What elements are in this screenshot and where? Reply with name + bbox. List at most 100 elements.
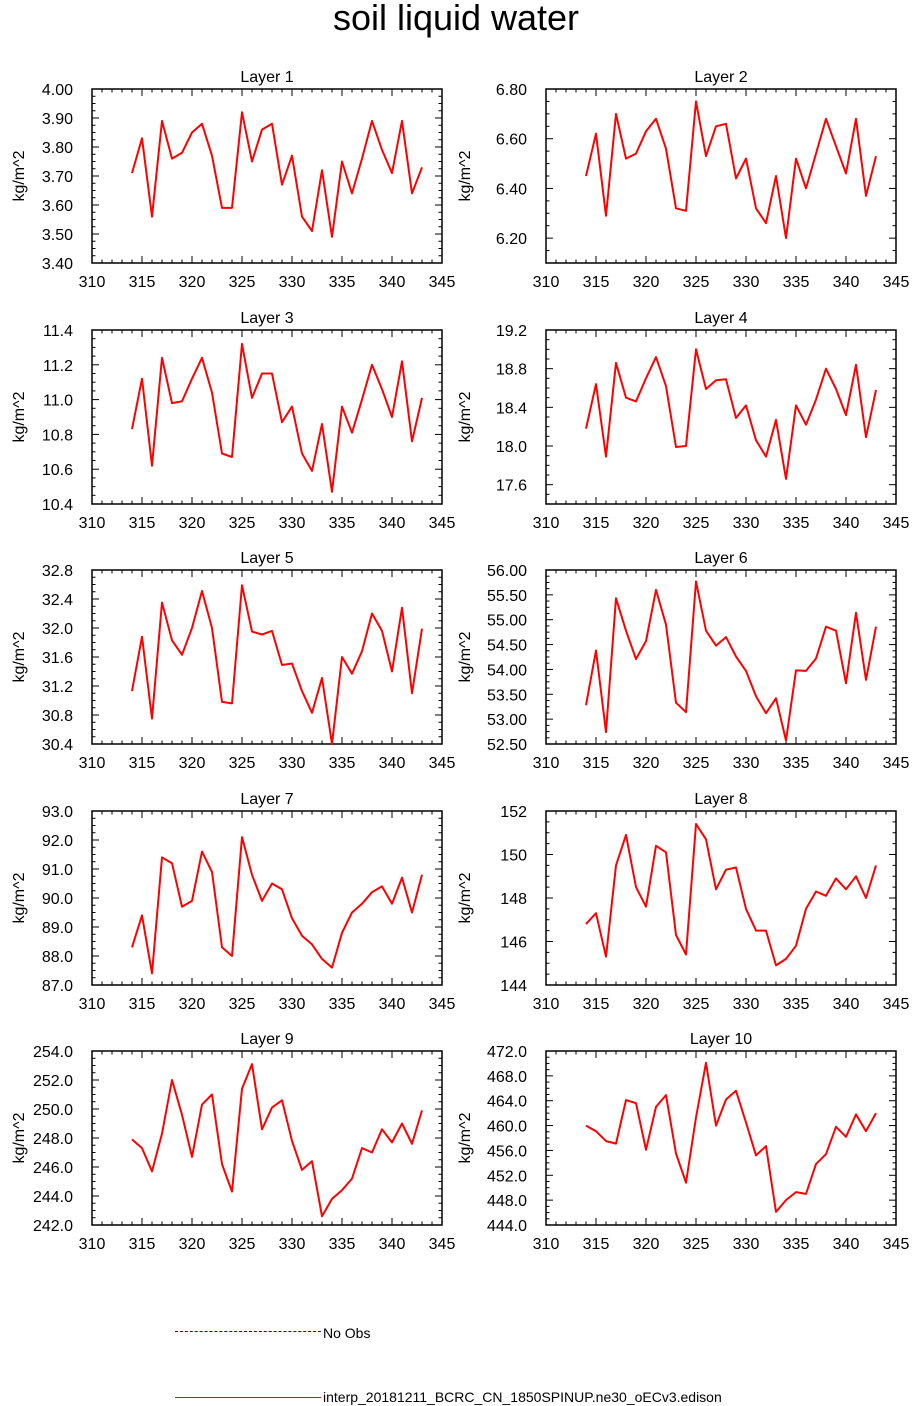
panel-9-xtick-label: 320	[179, 1236, 206, 1253]
panel-2-frame	[545, 88, 897, 264]
panel-9-xtick-label: 330	[279, 1236, 306, 1253]
panel-1-xtick-label: 340	[379, 274, 406, 291]
panel-3-xtick-label: 345	[429, 515, 456, 532]
panel-7-ytick-label: 93.0	[42, 804, 73, 821]
panel-1-ytick-label: 3.80	[42, 140, 73, 157]
panel-10-xtick-label: 335	[783, 1236, 810, 1253]
panel-6-xtick-label: 335	[783, 755, 810, 772]
legend-model-swatch	[175, 1397, 321, 1398]
legend-obs-label: No Obs	[323, 1325, 371, 1341]
panel-7-ytick-label: 89.0	[42, 920, 73, 937]
panel-5-xtick-label: 330	[279, 755, 306, 772]
panel-6-series-line	[585, 580, 877, 742]
panel-7-ytick-label: 88.0	[42, 949, 73, 966]
panel-2-ytick-label: 6.60	[496, 132, 527, 149]
panel-4-xtick-label: 315	[583, 515, 610, 532]
panel-4-ytick-label: 19.2	[496, 323, 527, 340]
panel-7-series-line	[131, 836, 423, 975]
panel-10-ytick-label: 452.0	[487, 1168, 527, 1185]
panel-5-xtick-label: 315	[129, 755, 156, 772]
panel-8-ytick-label: 152	[500, 804, 527, 821]
panel-3-xtick-label: 340	[379, 515, 406, 532]
panel-4-xtick-label: 320	[633, 515, 660, 532]
panel-3-ytick-label: 10.4	[42, 497, 73, 514]
panel-1-xtick-label: 335	[329, 274, 356, 291]
panel-7-xtick-label: 345	[429, 996, 456, 1013]
panel-8-xtick-label: 340	[833, 996, 860, 1013]
panel-7-xtick-label: 315	[129, 996, 156, 1013]
panel-10-ytick-label: 468.0	[487, 1069, 527, 1086]
panel-8-xtick-label: 335	[783, 996, 810, 1013]
panel-9-xtick-label: 325	[229, 1236, 256, 1253]
panel-8-xtick-label: 315	[583, 996, 610, 1013]
panel-2-xtick-label: 330	[733, 274, 760, 291]
panel-3-frame	[91, 329, 443, 505]
panel-3-ytick-label: 11.4	[43, 323, 73, 340]
panel-9-ytick-label: 244.0	[33, 1189, 73, 1206]
panel-7-xtick-label: 330	[279, 996, 306, 1013]
panel-2-xtick-label: 345	[883, 274, 910, 291]
panel-4: Layer 4 kg/m^2 310 315 320 325 330 335 340 345 17.…	[457, 310, 909, 532]
panel-4-xtick-label: 335	[783, 515, 810, 532]
panel-2-xtick-label: 310	[533, 274, 560, 291]
panel-4-xtick-label: 345	[883, 515, 910, 532]
panel-9-ytick-label: 248.0	[33, 1131, 73, 1148]
panel-7-ytick-label: 91.0	[42, 862, 73, 879]
panel-5-xtick-label: 320	[179, 755, 206, 772]
panel-1-title: Layer 1	[240, 69, 293, 86]
panel-8-ytick-label: 148	[500, 891, 527, 908]
panel-10-ytick-label: 472.0	[487, 1044, 527, 1061]
panel-5: Layer 5 kg/m^2 310 315 320 325 330 335 340 345 30.…	[11, 550, 455, 772]
panel-8-series-line	[585, 823, 877, 967]
panel-6-ytick-label: 53.50	[487, 687, 527, 704]
panel-9-xtick-label: 345	[429, 1236, 456, 1253]
panel-6-ytick-label: 55.50	[487, 588, 527, 605]
panel-8-ytick-label: 150	[500, 848, 527, 865]
panel-4-title: Layer 4	[694, 310, 747, 327]
panel-3: Layer 3 kg/m^2 310 315 320 325 330 335 340 345 10.…	[11, 310, 455, 532]
panel-8-xtick-label: 330	[733, 996, 760, 1013]
panel-4-ytick-label: 18.8	[496, 362, 527, 379]
panel-4-xtick-label: 310	[533, 515, 560, 532]
panel-5-xtick-label: 340	[379, 755, 406, 772]
panel-7-title: Layer 7	[240, 791, 293, 808]
panel-8-frame	[545, 810, 897, 986]
panel-4-series-line	[585, 348, 877, 480]
panel-2-ytick-label: 6.80	[496, 82, 527, 99]
panel-6-xtick-label: 325	[683, 755, 710, 772]
panel-3-title: Layer 3	[240, 310, 293, 327]
panel-7-xtick-label: 325	[229, 996, 256, 1013]
panel-4-xtick-label: 330	[733, 515, 760, 532]
panel-6-xtick-label: 345	[883, 755, 910, 772]
panel-8-xtick-label: 310	[533, 996, 560, 1013]
panel-7-ytick-label: 90.0	[42, 891, 73, 908]
panel-8-ytick-label: 146	[500, 935, 527, 952]
panel-8-ylabel: kg/m^2	[457, 872, 474, 923]
panel-2-ytick-label: 6.40	[496, 181, 527, 198]
panel-5-xtick-label: 345	[429, 755, 456, 772]
panel-8-xtick-label: 320	[633, 996, 660, 1013]
panel-10-xtick-label: 340	[833, 1236, 860, 1253]
panel-5-ytick-label: 32.8	[42, 563, 73, 580]
panel-8-xtick-label: 345	[883, 996, 910, 1013]
panel-9-xtick-label: 335	[329, 1236, 356, 1253]
panel-2-xtick-label: 335	[783, 274, 810, 291]
panel-9-ytick-label: 254.0	[33, 1044, 73, 1061]
panel-10-frame	[545, 1050, 897, 1226]
panel-6-ylabel: kg/m^2	[457, 631, 474, 682]
panel-10-xtick-label: 315	[583, 1236, 610, 1253]
panel-7: Layer 7 kg/m^2 310 315 320 325 330 335 340 345 87.…	[11, 791, 455, 1013]
panel-1-frame	[91, 88, 443, 264]
panel-5-xtick-label: 310	[79, 755, 106, 772]
panel-3-ylabel: kg/m^2	[11, 391, 28, 442]
panel-1-ytick-label: 3.50	[42, 227, 73, 244]
panel-3-ytick-label: 10.6	[42, 462, 73, 479]
panel-3-xtick-label: 320	[179, 515, 206, 532]
panel-1-ytick-label: 3.40	[42, 256, 73, 273]
panel-10-xtick-label: 325	[683, 1236, 710, 1253]
panel-7-xtick-label: 340	[379, 996, 406, 1013]
panel-4-ytick-label: 18.4	[496, 400, 527, 417]
panel-6-ytick-label: 54.50	[487, 638, 527, 655]
panel-8: Layer 8 kg/m^2 310 315 320 325 330 335 340 345 144…	[457, 791, 909, 1013]
panel-8-title: Layer 8	[694, 791, 747, 808]
